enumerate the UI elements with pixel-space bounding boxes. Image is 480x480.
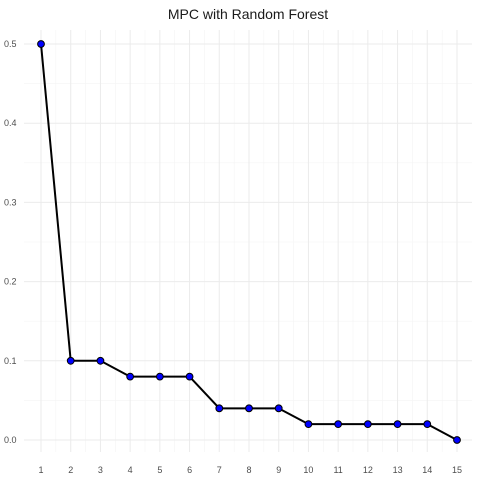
data-point — [304, 420, 313, 429]
x-tick-label: 1 — [38, 465, 43, 475]
data-point — [453, 436, 461, 444]
data-point — [126, 372, 135, 381]
x-tick-label: 10 — [303, 465, 313, 475]
x-tick-label: 4 — [128, 465, 133, 475]
data-point — [245, 404, 253, 413]
x-tick-label: 15 — [452, 465, 462, 475]
grid — [24, 30, 472, 452]
data-point — [96, 356, 105, 365]
data-point — [393, 420, 402, 429]
data-point — [66, 356, 75, 365]
x-tick-label: 7 — [217, 465, 222, 475]
data-point — [37, 40, 45, 48]
data-point — [155, 372, 164, 381]
x-tick-label: 2 — [68, 465, 73, 475]
data-point — [215, 404, 224, 413]
y-axis-ticks: 0.0 0.1 0.2 0.3 0.4 0.5 — [4, 39, 17, 445]
x-tick-label: 5 — [157, 465, 162, 475]
chart-title: MPC with Random Forest — [168, 6, 328, 22]
y-tick-label: 0.2 — [4, 277, 17, 287]
y-tick-label: 0.5 — [4, 39, 17, 49]
y-tick-label: 0.3 — [4, 197, 17, 207]
y-tick-label: 0.1 — [4, 356, 17, 366]
series-mpc — [37, 40, 461, 444]
x-tick-label: 11 — [333, 465, 342, 475]
y-tick-label: 0.4 — [4, 118, 17, 128]
data-point — [274, 404, 283, 413]
y-tick-label: 0.0 — [4, 435, 17, 445]
x-tick-label: 14 — [422, 465, 432, 475]
x-tick-label: 8 — [246, 465, 251, 475]
data-point — [185, 372, 194, 381]
x-tick-label: 12 — [363, 465, 373, 475]
x-axis-ticks: 1 2 3 4 5 6 7 8 9 10 11 12 13 14 15 — [38, 465, 462, 475]
x-tick-label: 9 — [276, 465, 281, 475]
data-point — [423, 420, 432, 429]
x-tick-label: 13 — [393, 465, 403, 475]
data-point — [334, 420, 343, 429]
x-tick-label: 6 — [187, 465, 192, 475]
x-tick-label: 3 — [98, 465, 103, 475]
data-point — [363, 420, 372, 429]
